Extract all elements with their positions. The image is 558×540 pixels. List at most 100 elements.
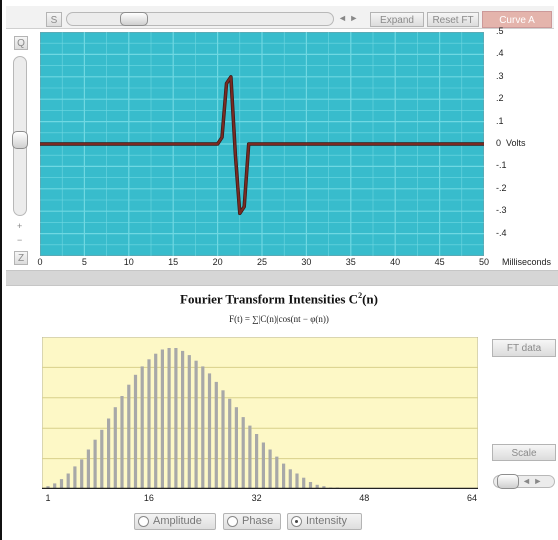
- ft-x-tick-label: 64: [466, 493, 478, 503]
- intensity-label: Intensity: [306, 515, 347, 527]
- x-tick-label: 15: [168, 257, 179, 267]
- x-tick-label: 30: [301, 257, 312, 267]
- ft-bar: [201, 366, 205, 489]
- ft-bar: [46, 486, 50, 489]
- amplitude-radio[interactable]: [138, 516, 149, 527]
- scale-button[interactable]: Scale: [492, 444, 556, 461]
- ft-bar: [113, 407, 117, 489]
- ft-bar: [255, 434, 259, 489]
- time-scroll-thumb[interactable]: [120, 12, 148, 26]
- waveform-plot[interactable]: [40, 32, 484, 256]
- ft-bar: [160, 349, 164, 489]
- ft-bar: [234, 407, 238, 489]
- ft-bar: [147, 359, 151, 489]
- phase-option[interactable]: Phase: [223, 513, 281, 530]
- fourier-title-text: Fourier Transform Intensities C: [180, 291, 359, 307]
- x-tick-label: 5: [81, 257, 87, 267]
- ft-bar: [86, 449, 90, 489]
- x-tick-label: 0: [37, 257, 43, 267]
- scale-step-arrows[interactable]: ◄ ►: [522, 476, 543, 486]
- x-tick-label: 45: [434, 257, 445, 267]
- x-tick-label: 20: [212, 257, 223, 267]
- ft-bar: [59, 479, 64, 489]
- ft-bar: [302, 477, 306, 489]
- ft-bar: [221, 390, 225, 489]
- ft-bar: [214, 381, 218, 489]
- y-tick-label: .3: [496, 70, 504, 81]
- curve-menu-button[interactable]: Curve A: [482, 11, 552, 28]
- small-box-button[interactable]: S: [46, 12, 62, 27]
- fourier-title-suffix: (n): [362, 291, 378, 307]
- scale-scroll-thumb[interactable]: [497, 474, 519, 489]
- ft-bar: [167, 348, 171, 489]
- ft-bar: [241, 417, 245, 489]
- fourier-title: Fourier Transform Intensities C2(n): [0, 291, 558, 307]
- intensity-radio[interactable]: [291, 516, 302, 527]
- amplitude-label: Amplitude: [153, 515, 202, 527]
- ft-bar: [66, 473, 70, 489]
- amplitude-option[interactable]: Amplitude: [134, 513, 216, 530]
- ft-bar: [282, 463, 286, 489]
- ft-bar: [207, 373, 212, 489]
- ft-bar: [127, 384, 131, 489]
- y-tick-label: 0: [496, 138, 502, 148]
- ft-bar: [248, 425, 252, 489]
- ft-bar: [100, 429, 104, 489]
- x-tick-label: 35: [345, 257, 356, 267]
- phase-label: Phase: [242, 515, 274, 527]
- ft-bar: [228, 398, 232, 489]
- x-tick-label: 25: [256, 257, 268, 267]
- y-tick-label: -.4: [496, 227, 507, 238]
- fourier-title-superscript: 2: [358, 291, 363, 300]
- x-tick-label: 40: [390, 257, 401, 267]
- y-tick-label: .1: [496, 115, 504, 126]
- x-tick-label: 50: [478, 257, 490, 267]
- ft-bar: [154, 353, 158, 489]
- voltage-minus-button[interactable]: −: [17, 235, 23, 245]
- time-step-arrows[interactable]: ◄ ►: [338, 13, 359, 23]
- panel-divider: [6, 270, 558, 286]
- ft-x-tick-label: 32: [251, 493, 262, 503]
- ft-x-tick-label: 16: [143, 493, 154, 503]
- ft-bar: [322, 486, 326, 489]
- milliseconds-axis-label: Milliseconds: [502, 257, 552, 267]
- expand-button[interactable]: Expand: [370, 12, 424, 27]
- time-scroll-track[interactable]: [66, 12, 334, 26]
- y-tick-label: .5: [496, 26, 504, 36]
- ft-bar: [93, 439, 97, 489]
- ft-bar: [174, 348, 178, 489]
- vertical-box-button[interactable]: Q: [14, 36, 28, 50]
- ft-x-tick-label: 1: [45, 493, 51, 503]
- ft-bar: [308, 482, 313, 489]
- y-tick-label: -.1: [496, 160, 507, 171]
- vertical-zoom-button[interactable]: Z: [14, 251, 28, 265]
- y-tick-label: -.3: [496, 205, 507, 216]
- ft-bar: [107, 418, 111, 489]
- ft-bar: [73, 466, 77, 489]
- ft-x-tick-label: 48: [359, 493, 370, 503]
- phase-radio[interactable]: [227, 516, 238, 527]
- ft-bar: [80, 459, 84, 489]
- y-tick-label: -.2: [496, 182, 507, 193]
- ft-bar: [261, 442, 265, 489]
- volts-axis-label: Volts: [506, 138, 526, 148]
- ft-bar: [181, 350, 185, 489]
- ft-bar: [120, 396, 124, 489]
- x-tick-label: 10: [123, 257, 134, 267]
- ft-bar: [295, 473, 299, 489]
- fourier-bar-chart[interactable]: [42, 337, 478, 489]
- ft-bar: [194, 360, 198, 489]
- ft-bar: [140, 366, 144, 489]
- voltage-scroll-thumb[interactable]: [12, 131, 28, 149]
- ft-data-button[interactable]: FT data: [492, 339, 556, 357]
- ft-bar: [315, 484, 319, 489]
- reset-ft-button[interactable]: Reset FT: [427, 12, 479, 27]
- waveform-trace: [40, 75, 484, 215]
- voltage-plus-button[interactable]: +: [17, 221, 23, 231]
- ft-bar: [275, 456, 279, 489]
- y-tick-label: .2: [496, 93, 504, 104]
- ft-bar: [53, 483, 57, 489]
- intensity-option[interactable]: Intensity: [287, 513, 362, 530]
- ft-bar: [187, 355, 191, 489]
